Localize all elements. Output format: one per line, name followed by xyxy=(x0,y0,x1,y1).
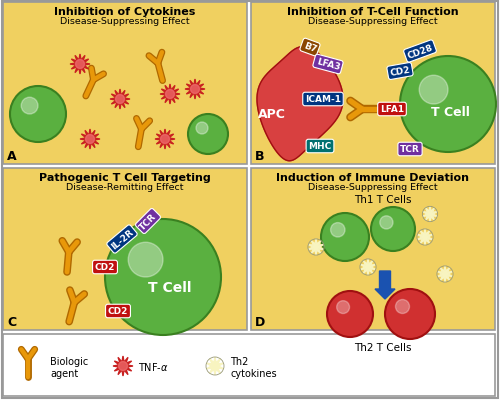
Circle shape xyxy=(188,115,228,155)
Text: Th2 T Cells: Th2 T Cells xyxy=(354,342,412,352)
Circle shape xyxy=(400,57,496,153)
FancyBboxPatch shape xyxy=(3,3,247,164)
Text: TNF-$\alpha$: TNF-$\alpha$ xyxy=(138,360,168,372)
Circle shape xyxy=(10,87,66,143)
Circle shape xyxy=(396,300,409,314)
Text: CD2: CD2 xyxy=(108,307,128,316)
Text: B7: B7 xyxy=(302,41,318,55)
Polygon shape xyxy=(308,239,324,255)
Text: CD28: CD28 xyxy=(406,43,434,61)
Polygon shape xyxy=(418,229,432,245)
Circle shape xyxy=(21,98,38,115)
Circle shape xyxy=(160,135,170,144)
Polygon shape xyxy=(110,90,130,110)
FancyArrow shape xyxy=(375,271,395,299)
Circle shape xyxy=(196,123,208,135)
FancyBboxPatch shape xyxy=(251,3,495,164)
Text: T Cell: T Cell xyxy=(430,105,470,118)
Text: Disease-Remitting Effect: Disease-Remitting Effect xyxy=(66,182,184,192)
Text: LFA3: LFA3 xyxy=(315,57,341,72)
Text: TCR: TCR xyxy=(400,145,420,154)
Polygon shape xyxy=(155,130,175,150)
Polygon shape xyxy=(360,259,376,275)
Text: D: D xyxy=(255,315,265,328)
Circle shape xyxy=(327,291,373,337)
Text: LFA1: LFA1 xyxy=(380,105,404,114)
Circle shape xyxy=(105,219,221,335)
Text: Inhibition of T-Cell Function: Inhibition of T-Cell Function xyxy=(287,7,459,17)
FancyBboxPatch shape xyxy=(251,168,495,330)
Circle shape xyxy=(128,243,163,277)
Text: Disease-Suppressing Effect: Disease-Suppressing Effect xyxy=(60,17,190,26)
Polygon shape xyxy=(113,356,133,376)
Circle shape xyxy=(321,213,369,261)
Circle shape xyxy=(419,76,448,105)
Circle shape xyxy=(385,289,435,339)
FancyBboxPatch shape xyxy=(3,168,247,330)
Text: MHC: MHC xyxy=(308,142,332,151)
Polygon shape xyxy=(160,85,180,105)
Text: Induction of Immune Deviation: Induction of Immune Deviation xyxy=(276,172,469,182)
Polygon shape xyxy=(185,80,205,100)
Text: A: A xyxy=(7,150,16,162)
Circle shape xyxy=(190,85,200,94)
Polygon shape xyxy=(438,266,452,282)
Text: Disease-Suppressing Effect: Disease-Suppressing Effect xyxy=(308,17,438,26)
Circle shape xyxy=(76,60,84,69)
Circle shape xyxy=(166,90,174,99)
Text: TCR: TCR xyxy=(138,211,158,232)
Text: Disease-Suppressing Effect: Disease-Suppressing Effect xyxy=(308,182,438,192)
Text: Th1 T Cells: Th1 T Cells xyxy=(354,194,412,205)
Text: Inhibition of Cytokines: Inhibition of Cytokines xyxy=(54,7,196,17)
FancyBboxPatch shape xyxy=(3,334,495,396)
Text: IL-2R: IL-2R xyxy=(109,228,135,251)
Circle shape xyxy=(118,362,128,371)
Polygon shape xyxy=(257,48,343,161)
Text: C: C xyxy=(7,315,16,328)
Polygon shape xyxy=(80,130,100,150)
Circle shape xyxy=(330,223,345,237)
Circle shape xyxy=(380,216,393,229)
Circle shape xyxy=(336,301,349,314)
Polygon shape xyxy=(70,55,90,75)
Circle shape xyxy=(371,207,415,251)
Text: Pathogenic T Cell Targeting: Pathogenic T Cell Targeting xyxy=(39,172,211,182)
Text: Th2: Th2 xyxy=(230,356,248,366)
Polygon shape xyxy=(206,357,224,375)
Text: CD2: CD2 xyxy=(389,66,411,78)
Text: APC: APC xyxy=(258,108,286,121)
Circle shape xyxy=(86,135,94,144)
Circle shape xyxy=(116,95,124,104)
Text: CD2: CD2 xyxy=(95,263,115,272)
Text: Biologic: Biologic xyxy=(50,356,88,366)
Text: cytokines: cytokines xyxy=(230,368,276,378)
Text: ICAM-1: ICAM-1 xyxy=(305,95,341,104)
Text: T Cell: T Cell xyxy=(148,280,192,294)
Polygon shape xyxy=(422,207,438,222)
Text: B: B xyxy=(255,150,264,162)
Text: agent: agent xyxy=(50,368,78,378)
